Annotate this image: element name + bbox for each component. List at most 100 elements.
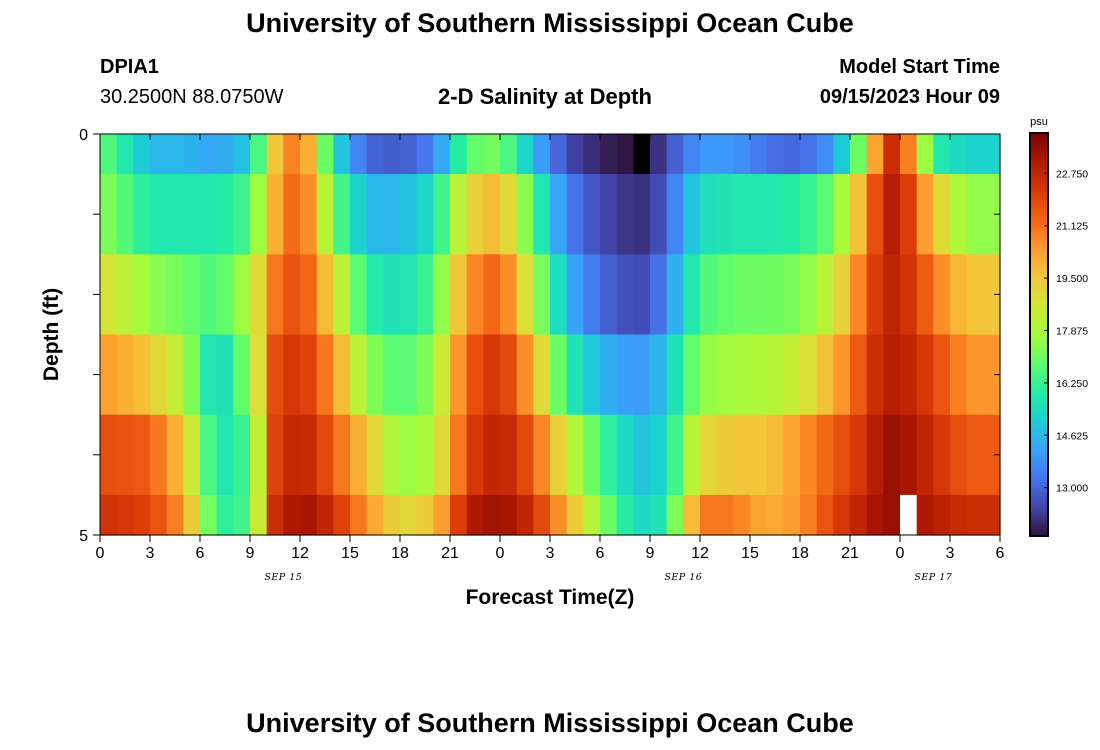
heatmap-cell	[583, 494, 601, 536]
heatmap-cell	[783, 254, 801, 336]
colorbar-swatch	[1030, 492, 1048, 497]
heatmap-cell	[800, 134, 818, 175]
heatmap-cell	[350, 334, 368, 416]
heatmap-cell	[833, 494, 851, 536]
heatmap-cell	[250, 254, 268, 336]
heatmap-cell	[383, 134, 401, 175]
heatmap-cell	[183, 414, 201, 496]
x-tick-label: 9	[646, 545, 655, 562]
colorbar-swatch	[1030, 452, 1048, 456]
heatmap-cell	[450, 334, 468, 416]
heatmap-cell	[283, 414, 301, 496]
heatmap-cell	[483, 254, 501, 336]
colorbar-swatch	[1030, 381, 1048, 386]
heatmap-cell	[600, 174, 618, 255]
heatmap-cell	[116, 334, 134, 416]
heatmap-cell	[100, 134, 118, 175]
heatmap-cell	[833, 334, 851, 416]
heatmap-cell	[266, 334, 284, 416]
heatmap-cell	[250, 414, 268, 496]
heatmap-cell	[400, 134, 418, 175]
heatmap-cell	[433, 134, 451, 175]
heatmap-cell	[533, 134, 551, 175]
heatmap-cell	[150, 414, 168, 496]
heatmap-cell	[733, 254, 751, 336]
heatmap-cell	[233, 134, 251, 175]
colorbar-swatch	[1030, 522, 1048, 527]
heatmap-cells	[100, 134, 1001, 536]
heatmap-cell	[850, 494, 868, 536]
heatmap-cell	[300, 414, 318, 496]
heatmap-cell	[733, 414, 751, 496]
heatmap-cell	[166, 334, 184, 416]
colorbar-swatch	[1030, 243, 1048, 248]
heatmap-cell	[216, 414, 234, 496]
heatmap-cell	[616, 254, 634, 336]
heatmap-cell	[600, 414, 618, 496]
heatmap-cell	[516, 174, 534, 255]
heatmap-cell	[583, 174, 601, 255]
heatmap-cell	[416, 494, 434, 536]
heatmap-cell	[316, 414, 334, 496]
heatmap-cell	[433, 494, 451, 536]
colorbar-swatch	[1030, 478, 1048, 483]
heatmap-cell	[450, 414, 468, 496]
heatmap-cell	[250, 134, 268, 175]
colorbar-swatch	[1030, 334, 1048, 339]
y-tick-label: 5	[79, 528, 88, 545]
heatmap-cell	[483, 494, 501, 536]
x-tick-label: 0	[496, 545, 505, 562]
heatmap-cell	[116, 134, 134, 175]
heatmap-cell	[200, 254, 218, 336]
colorbar-swatch	[1030, 200, 1048, 205]
heatmap-cell	[850, 134, 868, 175]
x-tick-label: 15	[341, 545, 359, 562]
colorbar-swatch	[1030, 294, 1048, 299]
heatmap-cell	[666, 134, 684, 175]
colorbar-swatch	[1030, 502, 1048, 507]
colorbar-swatch	[1030, 260, 1048, 265]
heatmap-cell	[366, 334, 384, 416]
heatmap-cell	[366, 254, 384, 336]
heatmap-cell	[966, 134, 984, 175]
colorbar-swatch	[1030, 462, 1048, 467]
heatmap-cell	[250, 494, 268, 536]
heatmap-cell	[983, 254, 1001, 336]
heatmap-cell	[116, 414, 134, 496]
heatmap-cell	[500, 494, 518, 536]
colorbar-swatch	[1030, 482, 1048, 487]
colorbar-swatch	[1030, 435, 1048, 440]
colorbar-swatch	[1030, 149, 1048, 154]
heatmap-cell	[600, 134, 618, 175]
heatmap-cell	[716, 414, 734, 496]
heatmap-cell	[650, 134, 668, 175]
heatmap-cell	[650, 254, 668, 336]
heatmap-cell	[983, 334, 1001, 416]
heatmap-cell	[233, 494, 251, 536]
heatmap-cell	[683, 494, 701, 536]
heatmap-cell	[416, 414, 434, 496]
x-tick-label: 21	[841, 545, 859, 562]
colorbar-swatch	[1030, 156, 1048, 161]
heatmap-cell	[783, 334, 801, 416]
colorbar-tick-label: 13.000	[1056, 483, 1088, 495]
heatmap-cell	[866, 414, 884, 496]
heatmap-cell	[166, 254, 184, 336]
heatmap-cell	[966, 414, 984, 496]
heatmap-cell	[516, 414, 534, 496]
heatmap-cell	[866, 334, 884, 416]
colorbar-swatch	[1030, 173, 1048, 178]
colorbar-swatch	[1030, 233, 1048, 238]
heatmap-cell	[350, 254, 368, 336]
heatmap-cell	[550, 134, 568, 175]
heatmap-cell	[900, 494, 918, 536]
heatmap-cell	[850, 414, 868, 496]
heatmap-cell	[966, 174, 984, 255]
colorbar-swatch	[1030, 418, 1048, 423]
heatmap-cell	[516, 254, 534, 336]
colorbar-swatch	[1030, 277, 1048, 282]
colorbar-swatch	[1030, 394, 1048, 399]
heatmap-cell	[583, 254, 601, 336]
heatmap-cell	[283, 494, 301, 536]
heatmap-cell	[766, 334, 784, 416]
